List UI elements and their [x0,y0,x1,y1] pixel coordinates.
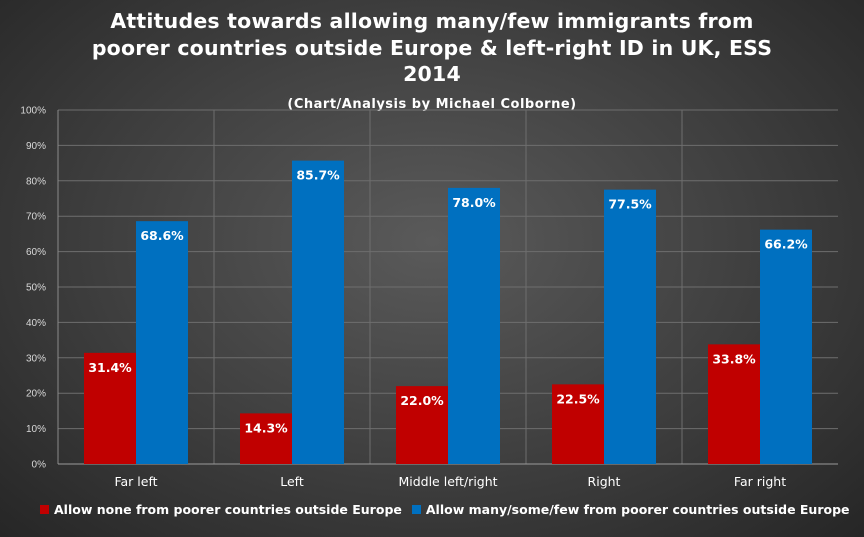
bar-allow-none [240,413,292,464]
bar-allow-many [136,221,188,464]
chart-title-line-3: 2014 [403,62,461,86]
y-tick-label: 20% [26,389,46,400]
data-label-allow-none: 22.0% [400,393,444,408]
chart-title: Attitudes towards allowing many/few immi… [0,8,864,88]
legend-label-none: Allow none from poorer countries outside… [54,502,402,517]
x-category-label: Middle left/right [398,474,497,489]
chart-title-line-1: Attitudes towards allowing many/few immi… [110,9,754,33]
x-category-label: Right [588,474,621,489]
bar-allow-none [552,384,604,464]
data-label-allow-many: 68.6% [140,228,184,243]
data-label-allow-many: 85.7% [296,168,340,183]
chart-title-line-2: poorer countries outside Europe & left-r… [91,35,773,60]
y-tick-label: 30% [26,353,46,364]
y-tick-label: 0% [32,460,47,471]
chart-subtitle: (Chart/Analysis by Michael Colborne) [287,97,577,112]
data-label-allow-none: 31.4% [88,360,132,375]
bar-allow-many [292,160,344,464]
y-tick-label: 60% [26,247,46,258]
data-label-allow-none: 33.8% [712,351,756,366]
data-label-allow-none: 22.5% [556,391,600,406]
bar-allow-many [760,229,812,464]
y-tick-label: 50% [26,283,46,294]
x-category-label: Far left [114,474,157,489]
legend-item-none: Allow none from poorer countries outside… [40,502,402,517]
x-category-label: Left [280,474,304,489]
bar-allow-none [396,386,448,464]
legend-swatch-none [40,505,49,514]
bar-allow-none [708,344,760,464]
data-label-allow-many: 78.0% [452,195,496,210]
legend-swatch-many [411,505,421,514]
y-tick-label: 40% [26,318,46,329]
data-label-allow-many: 66.2% [764,237,808,252]
legend-item-many: Allow many/some/few from poorer countrie… [411,502,850,517]
y-tick-label: 90% [26,141,46,152]
data-label-allow-none: 14.3% [244,420,288,435]
chart-legend: Allow none from poorer countries outside… [40,502,864,517]
legend-label-many: Allow many/some/few from poorer countrie… [425,502,850,517]
x-category-label: Far right [734,474,786,489]
bar-allow-none [84,352,136,464]
bar-chart: 0% 10% 20% 30% 40% 50% 60% 70% 80% 90% 100% 31.4% 68… [20,105,838,489]
bar-allow-many [604,189,656,464]
y-tick-label: 10% [26,424,46,435]
data-label-allow-many: 77.5% [608,197,652,212]
y-tick-label: 80% [26,176,46,187]
y-tick-label: 100% [20,106,46,117]
y-tick-label: 70% [26,212,46,223]
bar-allow-many [448,187,500,464]
